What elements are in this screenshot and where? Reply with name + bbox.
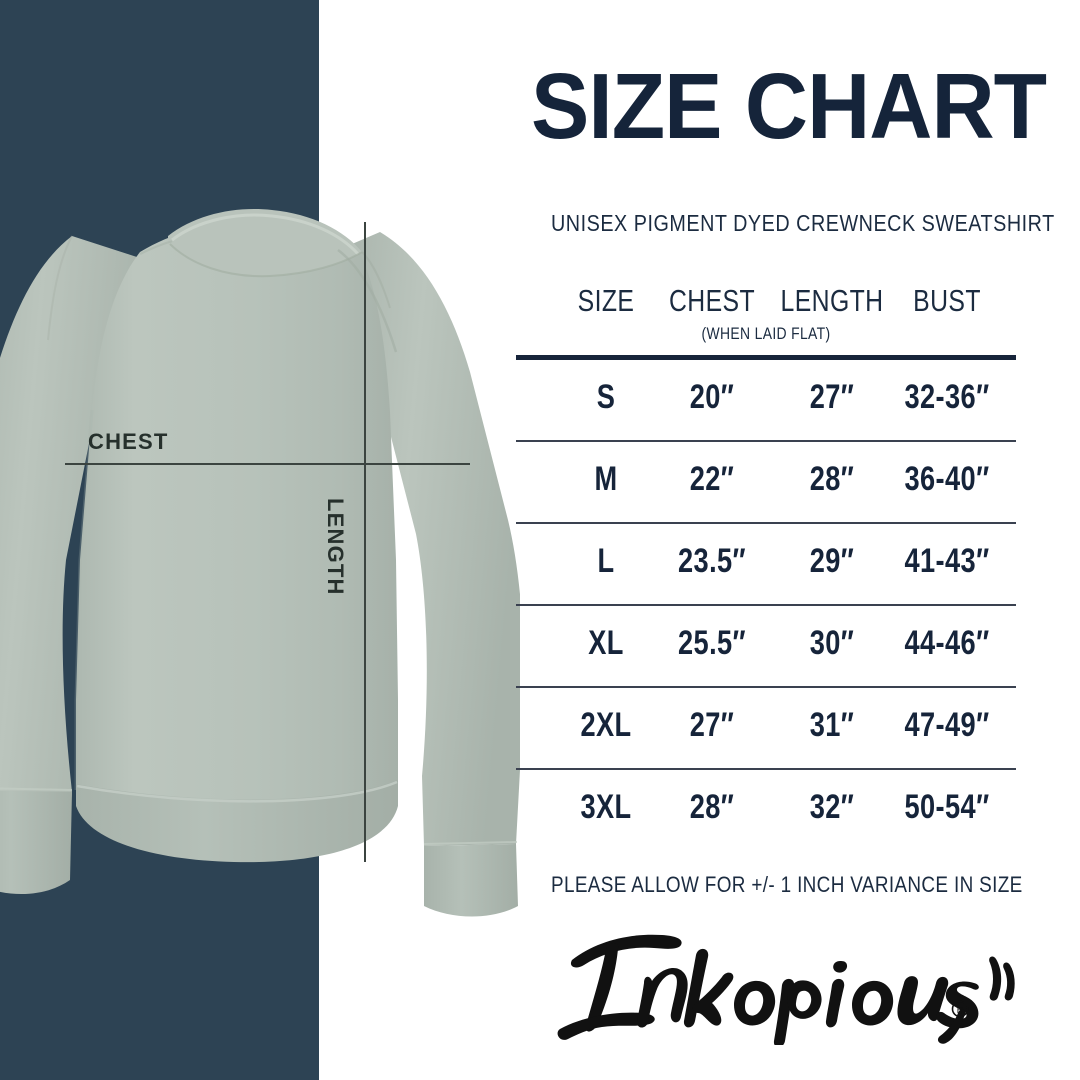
cell-length: 27″ — [809, 378, 855, 416]
cell-size: S — [596, 378, 616, 416]
cell-size: 3XL — [580, 788, 632, 826]
length-label: LENGTH — [323, 498, 348, 596]
cell-length: 29″ — [809, 542, 855, 580]
column-header-chest: CHEST — [668, 283, 756, 318]
cell-length: 31″ — [809, 706, 855, 744]
cell-bust: 36-40″ — [904, 460, 990, 498]
cell-size: L — [597, 542, 615, 580]
table-row: S 20″ 27″ 32-36″ — [516, 360, 1016, 442]
sweatshirt-illustration — [0, 209, 520, 917]
cell-size: 2XL — [580, 706, 632, 744]
size-chart-panel: SIZE CHART UNISEX PIGMENT DYED CREWNECK … — [516, 0, 1080, 1080]
size-table: SIZE CHEST LENGTH BUST (WHEN LAID FLAT) … — [516, 283, 1016, 826]
cell-bust: 41-43″ — [904, 542, 990, 580]
cell-bust: 32-36″ — [904, 378, 990, 416]
chest-label: CHEST — [88, 429, 169, 454]
table-row: 3XL 28″ 32″ 50-54″ — [516, 770, 1016, 850]
registered-trademark-mark: R — [951, 1000, 969, 1018]
chest-measurement-line — [65, 463, 470, 465]
table-row: XL 25.5″ 30″ 44-46″ — [516, 606, 1016, 688]
table-row: M 22″ 28″ 36-40″ — [516, 442, 1016, 524]
cell-size: M — [594, 460, 618, 498]
page-title: SIZE CHART — [531, 54, 1047, 158]
cell-bust: 47-49″ — [904, 706, 990, 744]
page-subtitle: UNISEX PIGMENT DYED CREWNECK SWEATSHIRT — [551, 210, 1055, 236]
table-header-row: SIZE CHEST LENGTH BUST (WHEN LAID FLAT) — [516, 283, 1016, 355]
cell-length: 28″ — [809, 460, 855, 498]
header-divider — [516, 355, 1016, 360]
variance-note: PLEASE ALLOW FOR +/- 1 INCH VARIANCE IN … — [551, 872, 1023, 897]
cell-bust: 44-46″ — [904, 624, 990, 662]
table-row: L 23.5″ 29″ 41-43″ — [516, 524, 1016, 606]
svg-text:R: R — [957, 1005, 964, 1015]
cell-chest: 27″ — [689, 706, 735, 744]
cell-chest: 23.5″ — [678, 542, 746, 580]
cell-length: 30″ — [809, 624, 855, 662]
cell-chest: 22″ — [689, 460, 735, 498]
column-header-length: LENGTH — [780, 283, 884, 318]
cell-chest: 28″ — [689, 788, 735, 826]
cell-chest: 25.5″ — [678, 624, 746, 662]
column-header-note: (WHEN LAID FLAT) — [701, 324, 831, 343]
product-image-panel: CHEST LENGTH — [0, 0, 520, 1080]
length-measurement-line — [364, 222, 366, 862]
cell-length: 32″ — [809, 788, 855, 826]
cell-bust: 50-54″ — [904, 788, 990, 826]
column-header-size: SIZE — [577, 283, 635, 318]
table-row: 2XL 27″ 31″ 47-49″ — [516, 688, 1016, 770]
cell-size: XL — [588, 624, 624, 662]
cell-chest: 20″ — [689, 378, 735, 416]
inkopious-logo: R — [557, 934, 1015, 1045]
table-body: S 20″ 27″ 32-36″ M 22″ 28″ 36-40″ L 23.5… — [516, 360, 1016, 850]
column-header-bust: BUST — [913, 283, 981, 318]
